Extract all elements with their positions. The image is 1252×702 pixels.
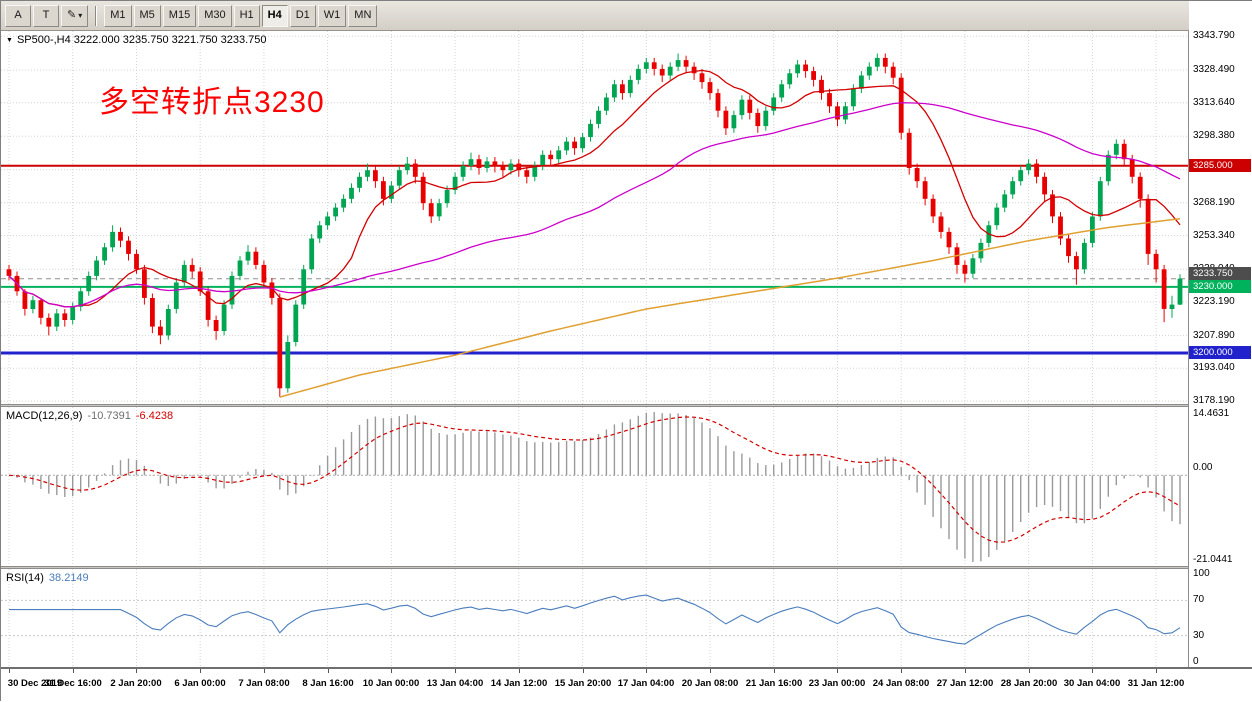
time-axis-label: 8 Jan 16:00 [302,678,354,689]
macd-scale-label: -21.0441 [1193,554,1233,565]
time-axis-tick [391,669,392,673]
time-axis-border [1,667,1252,669]
price-scale[interactable]: 3343.7903328.4903313.6403298.3803283.190… [1189,1,1252,667]
macd-signal-value: -6.4238 [135,410,174,422]
price-scale-label: 3193.040 [1193,362,1235,373]
annotation-text[interactable]: 多空转折点3230 [99,86,325,119]
time-axis-tick [73,669,74,673]
time-axis-label: 6 Jan 00:00 [174,678,226,689]
time-axis-tick [519,669,520,673]
toolbar: A T ✎ ▾ M1 M5 M15 M30 H1 H4 D1 W1 MN [1,1,1252,31]
hline-price-tag: 3200.000 [1189,346,1251,359]
timeframe-m1-button[interactable]: M1 [104,4,132,27]
time-axis-label: 31 Dec 16:00 [44,678,102,689]
time-axis-label: 24 Jan 08:00 [872,678,930,689]
price-scale-label: 3223.190 [1193,296,1235,307]
rsi-scale-label: 70 [1193,594,1205,605]
price-scale-label: 3207.890 [1193,330,1235,341]
hline-price-tag: 3230.000 [1189,280,1251,293]
time-axis-label: 27 Jan 12:00 [936,678,994,689]
time-axis-label: 2 Jan 20:00 [110,678,162,689]
current-price-tag: 3233.750 [1189,267,1251,280]
arrow-tool-button[interactable]: A [5,4,31,27]
time-axis-tick [9,669,10,673]
timeframe-m30-button[interactable]: M30 [198,4,232,27]
macd-scale-label: 14.4631 [1193,408,1230,419]
timeframe-group: M1 M5 M15 M30 H1 H4 D1 W1 MN [104,4,378,27]
panel-splitter[interactable] [1,404,1252,407]
time-axis-label: 15 Jan 20:00 [554,678,612,689]
time-axis-label: 17 Jan 04:00 [617,678,675,689]
time-axis-tick [774,669,775,673]
timeframe-w1-button[interactable]: W1 [317,4,347,27]
time-axis-label: 7 Jan 08:00 [238,678,290,689]
time-axis-tick [1029,669,1030,673]
macd-scale-label: 0.00 [1193,462,1213,473]
time-axis-tick [328,669,329,673]
hline-price-tag: 3285.000 [1189,159,1251,172]
timeframe-h4-button[interactable]: H4 [261,4,288,27]
time-axis-tick [710,669,711,673]
time-axis-tick [455,669,456,673]
macd-panel-canvas[interactable] [1,407,1188,567]
rsi-scale-label: 100 [1193,568,1210,579]
time-axis-label: 10 Jan 00:00 [362,678,420,689]
price-scale-label: 3268.190 [1193,197,1235,208]
time-axis-label: 28 Jan 20:00 [1000,678,1058,689]
time-axis-label: 23 Jan 00:00 [808,678,866,689]
rsi-scale-label: 0 [1193,656,1199,667]
time-axis-tick [646,669,647,673]
price-scale-label: 3328.490 [1193,64,1235,75]
timeframe-m5-button[interactable]: M5 [133,4,161,27]
rsi-label: RSI(14) 38.2149 [6,572,89,584]
timeframe-h1-button[interactable]: H1 [233,4,260,27]
time-axis-tick [837,669,838,673]
price-scale-label: 3313.640 [1193,97,1235,108]
time-axis-label: 13 Jan 04:00 [426,678,484,689]
time-axis-tick [200,669,201,673]
rsi-value: 38.2149 [48,572,89,584]
time-axis-tick [264,669,265,673]
timeframe-mn-button[interactable]: MN [348,4,378,27]
main-chart-canvas[interactable] [1,31,1188,405]
chevron-down-icon: ▾ [78,11,83,20]
toolbar-separator [95,5,98,26]
macd-main-value: -10.7391 [87,410,131,422]
rsi-scale-label: 30 [1193,630,1205,641]
time-axis-tick [965,669,966,673]
time-axis-tick [901,669,902,673]
time-scale[interactable]: 30 Dec 2019 31 Dec 16:00 2 Jan 20:00 6 Jan … [1,669,1252,702]
timeframe-m15-button[interactable]: M15 [162,4,197,27]
rsi-panel-canvas[interactable] [1,569,1188,667]
draw-tool-dropdown[interactable]: ✎ ▾ [61,4,89,27]
symbol-ohlc-label: ▼ SP500-,H4 3222.000 3235.750 3221.750 3… [6,34,267,46]
price-scale-label: 3178.190 [1193,395,1235,406]
price-scale-label: 3298.380 [1193,130,1235,141]
time-axis-tick [1092,669,1093,673]
price-scale-label: 3343.790 [1193,30,1235,41]
time-axis-label: 14 Jan 12:00 [490,678,548,689]
time-axis-label: 21 Jan 16:00 [745,678,803,689]
symbol-dropdown-icon[interactable]: ▼ [6,36,13,44]
timeframe-d1-button[interactable]: D1 [289,4,316,27]
price-scale-label: 3253.340 [1193,230,1235,241]
time-axis-tick [1156,669,1157,673]
time-axis-tick [136,669,137,673]
time-axis-label: 30 Jan 04:00 [1063,678,1121,689]
text-tool-button[interactable]: T [33,4,59,27]
macd-name: MACD(12,26,9) [6,410,83,422]
time-axis-label: 31 Jan 12:00 [1127,678,1185,689]
time-axis-tick [583,669,584,673]
price-scale-border [1188,31,1189,667]
rsi-name: RSI(14) [6,572,44,584]
panel-splitter[interactable] [1,566,1252,569]
pencil-icon: ✎ [67,9,77,21]
time-axis-label: 20 Jan 08:00 [681,678,739,689]
time-axis-label: 30 Dec 2019 [7,678,63,689]
symbol-ohlc-text: SP500-,H4 3222.000 3235.750 3221.750 323… [16,34,267,46]
macd-label: MACD(12,26,9) -10.7391 -6.4238 [6,410,173,422]
